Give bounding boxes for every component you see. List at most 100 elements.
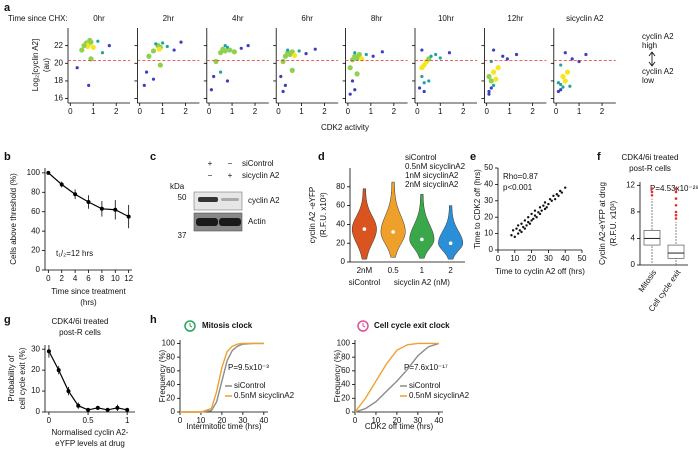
- point: [538, 206, 542, 209]
- point: [283, 83, 287, 87]
- point: [523, 219, 527, 222]
- point: [46, 349, 51, 354]
- point: [151, 77, 156, 81]
- subplot-title: 0hr: [93, 14, 105, 23]
- outlier: [650, 187, 654, 190]
- y-tick-label: 30: [31, 344, 40, 353]
- point: [87, 37, 93, 43]
- point: [422, 81, 426, 85]
- point: [213, 58, 219, 65]
- blot-panel: [193, 191, 243, 211]
- x-tick-label: 2: [253, 107, 258, 116]
- point: [354, 71, 360, 77]
- x-tick-label: 2: [461, 107, 466, 116]
- band-label: cyclin A2: [248, 196, 280, 205]
- point: [513, 235, 516, 239]
- median-dot: [420, 237, 424, 242]
- y-tick-label: 0: [36, 265, 41, 274]
- x-tick-label: 2: [392, 107, 397, 116]
- x-tick-label: 1: [507, 107, 512, 116]
- point: [558, 189, 562, 193]
- legend-entry: 2nM sicyclinA2: [405, 180, 459, 189]
- y-tick-label: 0: [36, 407, 41, 416]
- point: [239, 46, 243, 50]
- y-tick-label: 40: [166, 380, 175, 389]
- point: [99, 206, 104, 211]
- outlier: [674, 210, 678, 214]
- subplot-title: sicyclin A2: [566, 14, 604, 23]
- y-tick-label: 0: [631, 260, 636, 269]
- x-tick-label: 2: [60, 274, 65, 283]
- point: [559, 82, 563, 87]
- point: [488, 78, 494, 84]
- legend-entry: siControl: [234, 381, 266, 390]
- point: [86, 200, 91, 204]
- point: [553, 197, 557, 201]
- point: [246, 44, 250, 48]
- point: [217, 50, 224, 56]
- y-tick-label: 10: [31, 386, 40, 395]
- clock-icon: [184, 320, 196, 332]
- point: [489, 86, 493, 90]
- point: [557, 194, 560, 198]
- x-tick-label: 1: [299, 107, 304, 116]
- y-axis-label: (au): [42, 58, 51, 73]
- annotation: P=4.53x10⁻²⁹: [650, 184, 698, 193]
- y-tick-label: 30: [484, 196, 493, 205]
- chart-title: post-R cells: [59, 328, 101, 337]
- point: [146, 53, 152, 59]
- point: [95, 405, 100, 410]
- point: [364, 52, 368, 57]
- annotation: low: [642, 76, 654, 85]
- y-tick-label: 0: [489, 245, 494, 254]
- y-tick-label: 20: [31, 365, 40, 374]
- point: [495, 65, 501, 71]
- point: [125, 407, 130, 412]
- annotation: cyclin A2: [642, 32, 674, 41]
- panel-label: d: [318, 151, 325, 163]
- point: [547, 202, 550, 206]
- y-tick-label: 60: [31, 207, 40, 216]
- point: [487, 89, 491, 94]
- row-label: siControl: [242, 159, 274, 168]
- point: [487, 92, 491, 96]
- y-tick-label: 80: [341, 352, 350, 361]
- arrow: [648, 51, 656, 67]
- chart-title: Mitosis clock: [202, 321, 253, 330]
- point: [537, 211, 540, 214]
- x-tick-label: 12: [124, 274, 133, 283]
- x-tick-label: 30: [413, 416, 422, 425]
- y-tick-label: 12: [626, 180, 635, 189]
- marker-label: 37: [178, 231, 187, 240]
- point: [279, 74, 283, 79]
- x-tick-label: 0: [68, 107, 73, 116]
- point: [79, 47, 85, 53]
- point: [280, 58, 286, 65]
- point: [559, 63, 563, 67]
- y-tick-label: 40: [336, 220, 345, 229]
- point: [563, 51, 567, 55]
- annotation: high: [642, 41, 657, 50]
- x-tick-label: 10: [196, 416, 205, 425]
- point: [225, 79, 230, 83]
- point: [486, 73, 492, 80]
- x-axis-label: Time since treatment: [51, 287, 126, 296]
- x-tick-label: 0: [415, 107, 420, 116]
- point: [434, 52, 438, 57]
- point: [227, 47, 233, 53]
- point: [353, 88, 357, 92]
- y-tick-label: 40: [31, 226, 40, 235]
- point: [286, 48, 290, 52]
- point: [81, 43, 87, 49]
- x-tick-label: 2nM: [357, 266, 373, 275]
- outlier: [674, 190, 678, 194]
- y-tick-label: 10: [484, 229, 493, 238]
- point: [281, 89, 285, 94]
- x-tick-label: 8: [100, 274, 105, 283]
- y-axis-label: Frequency (%): [158, 349, 167, 402]
- point: [525, 224, 528, 227]
- y-tick-label: 8: [631, 207, 636, 216]
- point: [353, 51, 357, 55]
